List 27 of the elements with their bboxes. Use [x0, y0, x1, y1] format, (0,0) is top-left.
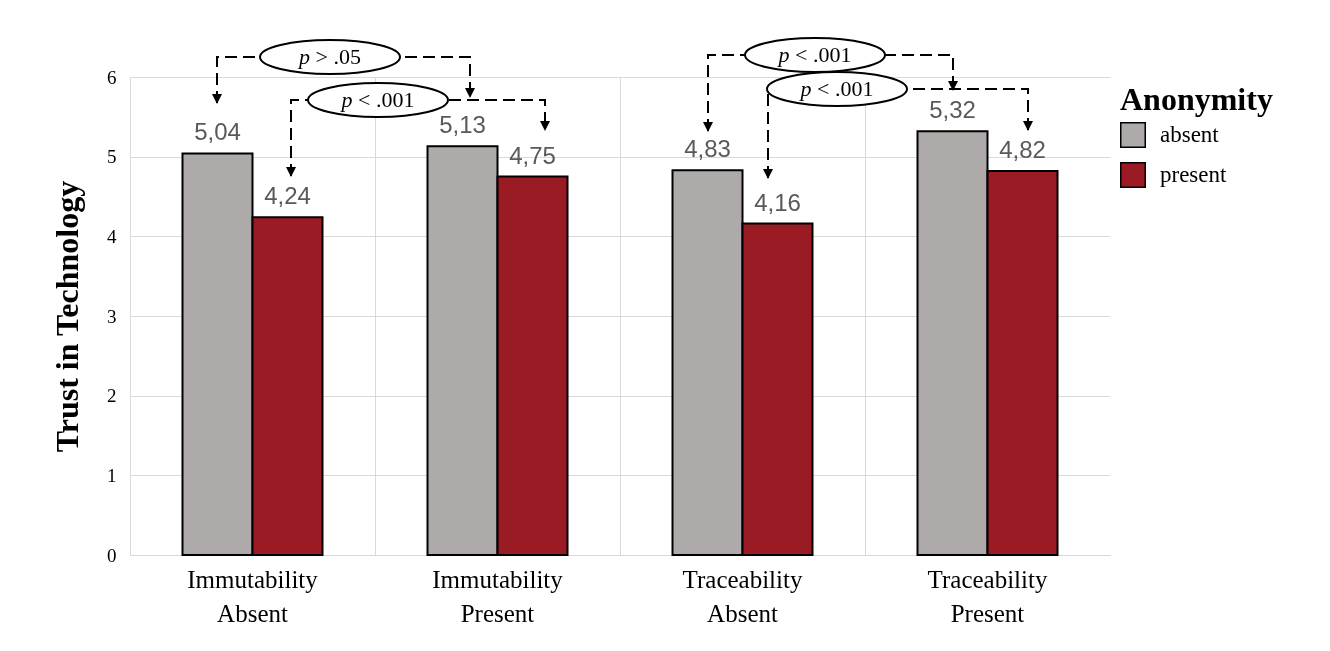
legend-title: Anonymity: [1120, 81, 1273, 117]
legend-label: absent: [1160, 122, 1220, 147]
data-label: 4,16: [754, 188, 801, 216]
x-tick-label: Immutability Present: [432, 565, 564, 627]
legend-label: present: [1160, 162, 1228, 187]
y-tick-label: 6: [107, 66, 117, 88]
x-tick-label: Traceability Present: [927, 565, 1048, 627]
data-label: 5,04: [194, 118, 241, 146]
data-label: 4,83: [684, 135, 731, 163]
y-tick-label: 3: [107, 305, 117, 327]
y-tick-label: 2: [107, 385, 117, 407]
text: p > .05: [297, 44, 361, 69]
y-tick-label: 5: [107, 146, 117, 168]
y-tick-label: 4: [107, 225, 117, 247]
data-label: 4,82: [999, 136, 1046, 164]
data-label: 4,24: [264, 182, 311, 210]
x-tick-label: Traceability Absent: [682, 565, 803, 627]
text: p < .001: [776, 42, 852, 67]
data-label: 4,75: [509, 141, 556, 169]
data-label: 5,32: [929, 96, 976, 124]
annotation: p < .001: [339, 87, 415, 112]
y-axis-title: Trust in Technology: [49, 180, 85, 453]
y-tick-label: 1: [107, 464, 117, 486]
y-tick-label: 0: [107, 544, 117, 566]
x-tick-label: Immutability Absent: [187, 565, 319, 627]
annotation: p < .001: [798, 76, 874, 101]
data-label: 5,13: [439, 111, 486, 139]
